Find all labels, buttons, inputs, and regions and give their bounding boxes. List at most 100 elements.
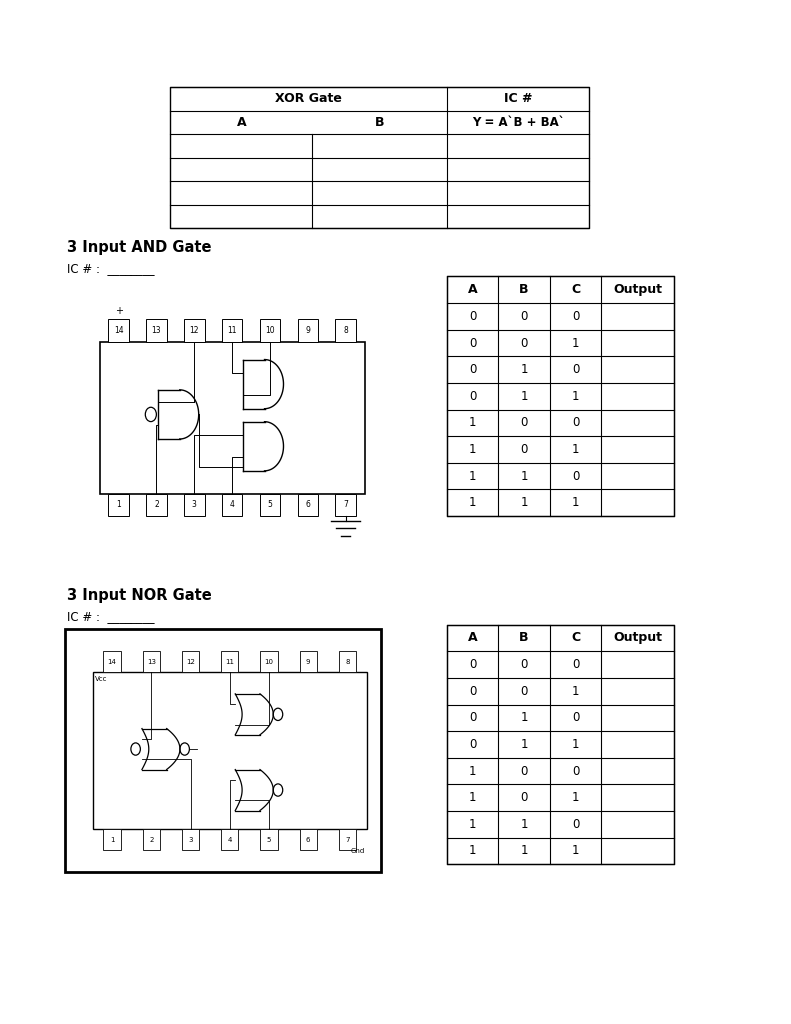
Text: 0: 0 — [520, 310, 528, 323]
Text: 1: 1 — [469, 792, 476, 804]
Text: 1: 1 — [572, 685, 579, 697]
Text: 0: 0 — [520, 417, 528, 429]
Bar — [104, 651, 121, 672]
Bar — [146, 494, 167, 516]
Text: 0: 0 — [572, 712, 579, 724]
Bar — [146, 319, 167, 342]
Text: 2: 2 — [149, 837, 153, 843]
Text: 1: 1 — [110, 837, 115, 843]
Bar — [259, 319, 280, 342]
Text: A: A — [467, 284, 478, 296]
Text: 4: 4 — [229, 501, 235, 509]
Bar — [221, 829, 239, 850]
Text: Output: Output — [613, 632, 662, 644]
Text: 0: 0 — [572, 417, 579, 429]
Text: 0: 0 — [572, 470, 579, 482]
Text: 0: 0 — [520, 685, 528, 697]
Text: IC # :  ________: IC # : ________ — [67, 262, 155, 274]
Text: 1: 1 — [520, 712, 528, 724]
Text: B: B — [519, 632, 529, 644]
Text: 9: 9 — [306, 658, 310, 665]
Text: IC #: IC # — [504, 92, 532, 105]
Text: 1: 1 — [469, 818, 476, 830]
Text: 11: 11 — [225, 658, 234, 665]
Bar — [259, 494, 280, 516]
Text: Gnd: Gnd — [350, 848, 365, 854]
Bar — [447, 276, 674, 516]
Bar — [300, 651, 317, 672]
Text: 0: 0 — [572, 658, 579, 671]
Text: 0: 0 — [520, 658, 528, 671]
Text: C: C — [571, 632, 580, 644]
Bar — [182, 829, 199, 850]
Text: 0: 0 — [469, 712, 476, 724]
Text: Vcc: Vcc — [95, 676, 108, 682]
Text: 4: 4 — [228, 837, 232, 843]
Text: Output: Output — [613, 284, 662, 296]
Bar — [142, 829, 160, 850]
Text: 1: 1 — [572, 845, 579, 857]
Bar — [221, 319, 243, 342]
Bar — [221, 651, 239, 672]
Text: 6: 6 — [306, 837, 310, 843]
Text: C: C — [571, 284, 580, 296]
Text: 6: 6 — [305, 501, 310, 509]
Bar — [260, 829, 278, 850]
Text: 1: 1 — [572, 390, 579, 402]
Text: 0: 0 — [469, 390, 476, 402]
Bar — [142, 651, 160, 672]
Text: 13: 13 — [147, 658, 156, 665]
Text: 3: 3 — [188, 837, 193, 843]
Text: 1: 1 — [469, 497, 476, 509]
Text: 14: 14 — [114, 327, 123, 335]
Text: 12: 12 — [186, 658, 195, 665]
Text: +: + — [115, 306, 123, 316]
Text: 0: 0 — [520, 792, 528, 804]
Text: 1: 1 — [520, 845, 528, 857]
Bar — [65, 629, 381, 872]
Text: 0: 0 — [572, 364, 579, 376]
Text: 2: 2 — [154, 501, 159, 509]
Text: 1: 1 — [520, 738, 528, 751]
Text: 7: 7 — [343, 501, 348, 509]
Text: 0: 0 — [469, 658, 476, 671]
Text: 5: 5 — [267, 837, 271, 843]
Text: 1: 1 — [520, 390, 528, 402]
Text: 1: 1 — [116, 501, 121, 509]
Text: 1: 1 — [469, 443, 476, 456]
Bar — [108, 494, 129, 516]
Text: 3 Input NOR Gate: 3 Input NOR Gate — [67, 589, 212, 603]
Bar — [221, 494, 243, 516]
Bar — [447, 625, 674, 864]
Bar — [170, 87, 589, 228]
Bar — [297, 494, 318, 516]
Text: 1: 1 — [469, 470, 476, 482]
Text: 0: 0 — [469, 738, 476, 751]
Bar — [182, 651, 199, 672]
Text: 11: 11 — [227, 327, 237, 335]
Bar — [100, 342, 365, 494]
Text: 1: 1 — [520, 470, 528, 482]
Text: 9: 9 — [305, 327, 310, 335]
Text: A: A — [237, 116, 246, 129]
Text: B: B — [519, 284, 529, 296]
Text: 0: 0 — [520, 337, 528, 349]
Bar — [184, 494, 205, 516]
Bar — [335, 494, 356, 516]
Text: 0: 0 — [520, 765, 528, 777]
Text: 1: 1 — [572, 792, 579, 804]
Bar — [93, 672, 367, 829]
Text: 0: 0 — [572, 818, 579, 830]
Text: 0: 0 — [572, 765, 579, 777]
Text: 12: 12 — [190, 327, 199, 335]
Text: 0: 0 — [469, 310, 476, 323]
Text: 8: 8 — [343, 327, 348, 335]
Bar — [335, 319, 356, 342]
Text: 1: 1 — [520, 497, 528, 509]
Text: 1: 1 — [520, 818, 528, 830]
Text: 10: 10 — [264, 658, 274, 665]
Text: 0: 0 — [572, 310, 579, 323]
Text: 1: 1 — [572, 497, 579, 509]
Text: A: A — [467, 632, 478, 644]
Text: 3 Input AND Gate: 3 Input AND Gate — [67, 241, 212, 255]
